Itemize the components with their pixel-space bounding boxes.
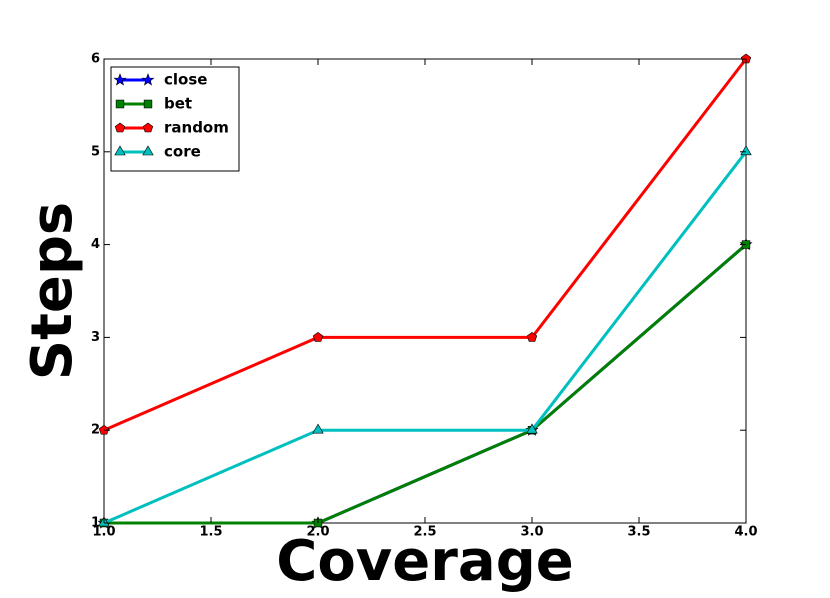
marker	[142, 122, 154, 133]
legend: close bet random core	[110, 66, 240, 172]
marker	[113, 73, 127, 86]
x-tick-label: 1.5	[199, 525, 222, 540]
marker	[142, 145, 154, 156]
x-tick-label: 2.0	[306, 525, 329, 540]
legend-box	[110, 66, 240, 172]
y-tick-label: 4	[91, 237, 100, 252]
marker	[143, 99, 153, 109]
x-tick-label: 3.0	[520, 525, 543, 540]
series-line	[103, 58, 748, 432]
marker	[312, 423, 324, 434]
y-tick-label: 1	[91, 516, 100, 531]
x-tick-label: 3.5	[627, 525, 650, 540]
x-tick-label: 2.5	[413, 525, 436, 540]
marker	[740, 145, 752, 156]
marker	[114, 145, 126, 156]
marker	[114, 122, 126, 133]
x-axis-label: Coverage	[276, 529, 574, 594]
legend-label: bet	[164, 95, 192, 113]
series-line	[103, 150, 748, 525]
y-tick-label: 5	[91, 144, 100, 159]
x-tick-label: 4.0	[734, 525, 757, 540]
marker	[115, 99, 125, 109]
legend-label: random	[164, 119, 229, 137]
legend-label: core	[164, 143, 201, 161]
y-axis-label: Steps	[20, 202, 85, 381]
legend-label: close	[164, 71, 207, 89]
marker	[526, 332, 538, 342]
y-tick-label: 2	[91, 423, 100, 438]
marker	[141, 73, 155, 86]
marker	[526, 423, 538, 434]
y-tick-label: 3	[91, 330, 100, 345]
marker	[312, 332, 324, 342]
x-tick-label: 1.0	[92, 525, 115, 540]
y-tick-label: 6	[91, 52, 100, 67]
